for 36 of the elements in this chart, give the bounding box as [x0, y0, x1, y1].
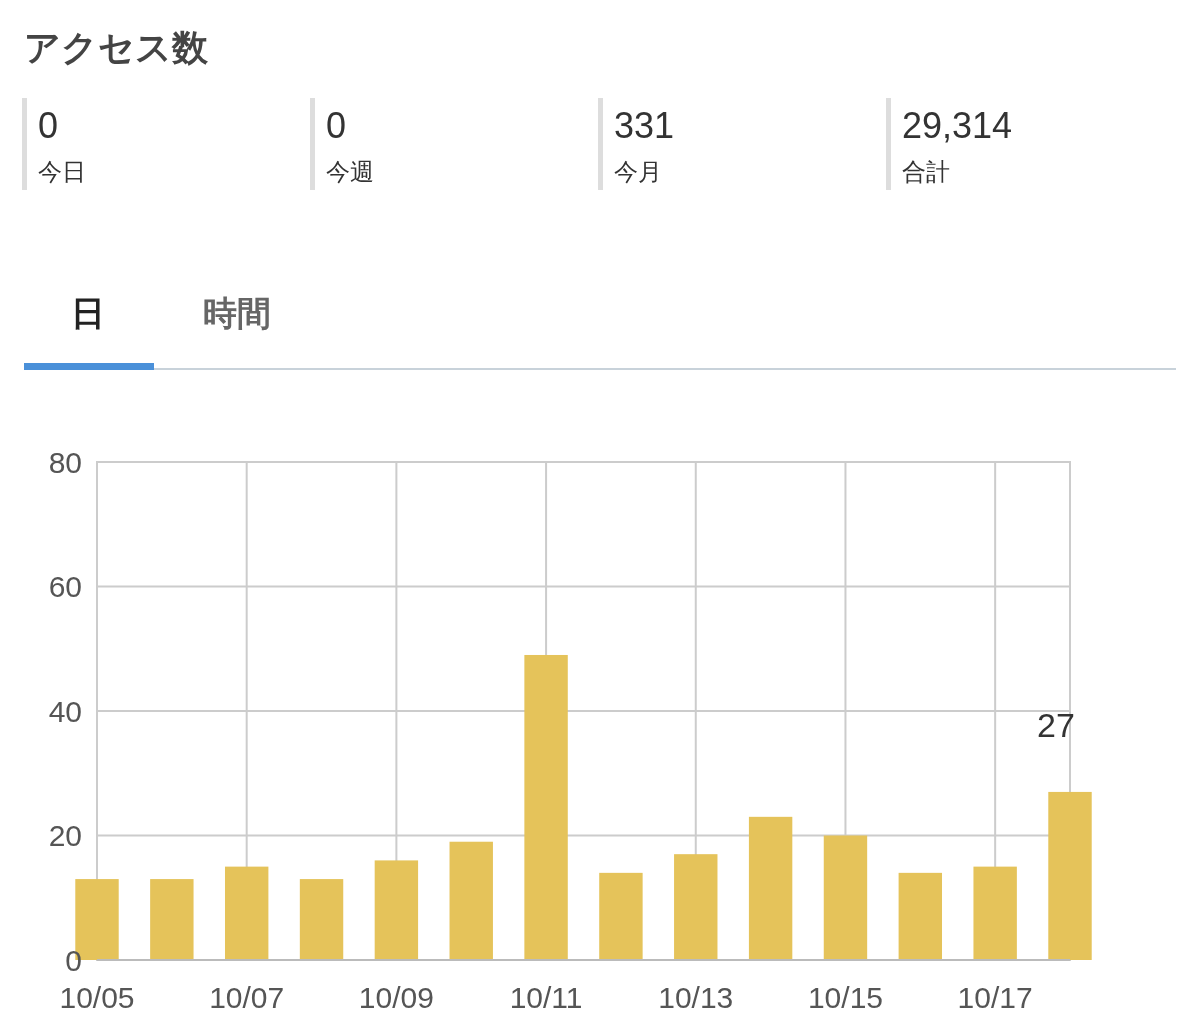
x-tick-label: 10/15: [807, 981, 883, 1014]
bar: [599, 872, 643, 960]
bar: [299, 879, 344, 960]
y-tick-label: 60: [48, 570, 82, 603]
text: 時間: [203, 294, 271, 332]
category-label: 今日: [38, 158, 86, 185]
x-tick-label: 10/13: [658, 981, 734, 1014]
x-tick-label: 10/17: [957, 981, 1033, 1014]
x-tick-label: 10/05: [59, 981, 135, 1014]
text: アクセス数: [24, 27, 209, 68]
y-tick-label: 0: [65, 943, 82, 977]
category-label: 合計: [902, 158, 950, 185]
x-tick-label: 10/09: [358, 981, 434, 1014]
bar: [823, 835, 868, 960]
bar: [374, 860, 419, 960]
bar: [748, 816, 793, 960]
y-tick-label: 40: [48, 694, 82, 728]
category-label: 今月: [614, 158, 662, 185]
bar: [973, 866, 1017, 960]
category-label: 今週: [326, 158, 374, 185]
y-tick-label: 80: [48, 445, 82, 479]
bar: [524, 654, 568, 960]
y-tick-label: 20: [48, 819, 82, 852]
bar: [449, 841, 493, 960]
text: 日: [71, 294, 105, 332]
text: 0: [326, 105, 347, 146]
bar: [1048, 791, 1092, 960]
text: 29,314: [902, 105, 1013, 146]
x-tick-label: 10/07: [209, 981, 285, 1014]
bar: [674, 854, 718, 960]
bar: [224, 866, 269, 960]
data-label: 27: [1037, 705, 1075, 744]
bar: [898, 872, 943, 960]
text: 331: [614, 105, 675, 146]
x-tick-label: 10/11: [509, 981, 583, 1014]
bar: [150, 879, 194, 960]
